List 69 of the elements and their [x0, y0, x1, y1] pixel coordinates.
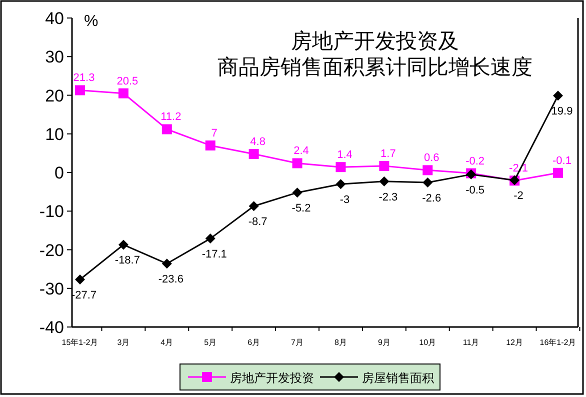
data-label: -17.1 [202, 248, 227, 261]
data-label: -3 [340, 194, 350, 206]
y-tick-label: 30 [45, 48, 64, 67]
legend-label: 房地产开发投资 [230, 371, 314, 385]
point [422, 165, 433, 176]
point [75, 85, 85, 96]
text: 商品房销售面积累计同比增长速度 [218, 56, 532, 79]
x-tick-label: 8月 [334, 338, 347, 347]
point [336, 179, 346, 190]
data-label: 19.9 [551, 106, 573, 118]
data-label: 1.4 [337, 149, 352, 162]
data-label: 4.8 [250, 136, 266, 148]
data-label: 21.3 [73, 72, 95, 84]
y-tick-label: 0 [54, 164, 64, 182]
data-label: -2 [514, 190, 524, 202]
x-tick-label: 3月 [117, 338, 130, 347]
x-tick-label: 15年1-2月 [62, 338, 98, 347]
text: 房地产开发投资及 [291, 30, 459, 53]
data-label: -18.7 [114, 254, 140, 267]
data-label: -0.2 [466, 155, 485, 168]
x-tick-label: 11月 [462, 338, 480, 347]
data-label: -8.7 [248, 216, 268, 228]
point [118, 88, 128, 98]
point [553, 90, 563, 101]
y-tick-label: -10 [39, 202, 64, 222]
point [118, 240, 128, 250]
data-label: -5.2 [292, 202, 311, 215]
y-axis-title: % [84, 13, 98, 30]
point [162, 258, 172, 269]
point [336, 162, 346, 172]
data-label: 1.7 [380, 148, 396, 160]
point [162, 124, 172, 134]
data-label: -0.5 [466, 184, 485, 196]
data-label: 2.4 [294, 145, 309, 158]
data-label: -0.1 [552, 154, 572, 167]
data-label: 7 [211, 127, 218, 140]
x-tick-label: 16年1-2月 [540, 338, 576, 347]
data-label: -27.7 [71, 289, 97, 302]
x-tick-label: 4月 [160, 338, 174, 347]
y-tick-label: 10 [45, 124, 64, 144]
y-tick-label: -30 [39, 279, 64, 298]
legend-label: 房屋销售面积 [362, 371, 434, 385]
data-label: 11.2 [160, 111, 182, 124]
point [379, 160, 390, 171]
x-tick-label: 10月 [419, 338, 436, 347]
point [205, 140, 216, 150]
point [553, 168, 563, 178]
x-tick-label: 12月 [506, 338, 523, 347]
x-tick-label: 6月 [248, 338, 260, 347]
data-label: -2.6 [422, 192, 442, 205]
point [248, 201, 259, 212]
y-tick-label: -20 [39, 240, 64, 260]
point [205, 234, 216, 244]
y-tick-label: -40 [39, 318, 64, 337]
x-tick-label: 9月 [378, 338, 390, 347]
x-tick-label: 7月 [291, 338, 304, 347]
point [75, 274, 85, 284]
x-tick-label: 5月 [204, 338, 217, 347]
data-label: 0.6 [424, 152, 440, 164]
point [292, 158, 302, 168]
y-tick-label: 20 [45, 86, 64, 106]
data-label: -2.3 [378, 191, 398, 204]
y-tick-label: 40 [45, 9, 64, 28]
point [379, 176, 390, 186]
point [292, 188, 302, 198]
point [422, 178, 433, 188]
data-label: -23.6 [158, 274, 184, 286]
data-label: 20.5 [116, 75, 138, 88]
point [248, 148, 259, 159]
